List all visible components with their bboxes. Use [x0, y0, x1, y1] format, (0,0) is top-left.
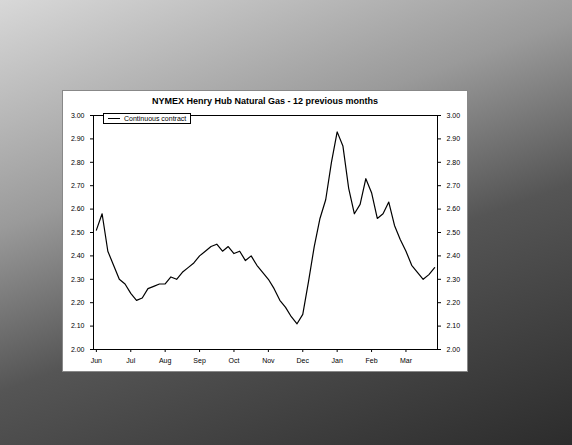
- svg-text:Jun: Jun: [91, 357, 102, 364]
- svg-text:2.40: 2.40: [71, 252, 85, 259]
- svg-text:2.80: 2.80: [447, 159, 461, 166]
- svg-text:2.00: 2.00: [71, 346, 85, 353]
- svg-text:2.60: 2.60: [71, 205, 85, 212]
- svg-text:2.20: 2.20: [71, 299, 85, 306]
- svg-text:Aug: Aug: [159, 357, 172, 365]
- svg-text:Dec: Dec: [297, 357, 310, 364]
- svg-text:2.00: 2.00: [447, 346, 461, 353]
- svg-text:2.10: 2.10: [447, 322, 461, 329]
- svg-text:Nov: Nov: [262, 357, 275, 364]
- svg-text:2.80: 2.80: [71, 159, 85, 166]
- svg-text:2.70: 2.70: [71, 182, 85, 189]
- svg-text:2.20: 2.20: [447, 299, 461, 306]
- svg-text:3.00: 3.00: [447, 112, 461, 119]
- svg-text:Mar: Mar: [400, 357, 413, 364]
- svg-text:3.00: 3.00: [71, 112, 85, 119]
- svg-text:Oct: Oct: [229, 357, 240, 364]
- svg-text:Sep: Sep: [193, 357, 206, 365]
- svg-text:2.50: 2.50: [447, 229, 461, 236]
- html-text:Continuous contract: Continuous contract: [124, 115, 187, 122]
- svg-text:2.50: 2.50: [71, 229, 85, 236]
- svg-text:Jul: Jul: [126, 357, 135, 364]
- svg-text:2.10: 2.10: [71, 322, 85, 329]
- svg-text:2.70: 2.70: [447, 182, 461, 189]
- svg-text:2.60: 2.60: [447, 205, 461, 212]
- svg-text:2.90: 2.90: [71, 135, 85, 142]
- html-text:NYMEX Henry Hub Natural Gas -: NYMEX Henry Hub Natural Gas - 12 previou…: [152, 96, 378, 106]
- svg-text:Feb: Feb: [366, 357, 378, 364]
- svg-text:2.90: 2.90: [447, 135, 461, 142]
- svg-text:Jan: Jan: [332, 357, 343, 364]
- svg-text:2.40: 2.40: [447, 252, 461, 259]
- svg-text:2.30: 2.30: [447, 276, 461, 283]
- svg-text:2.30: 2.30: [71, 276, 85, 283]
